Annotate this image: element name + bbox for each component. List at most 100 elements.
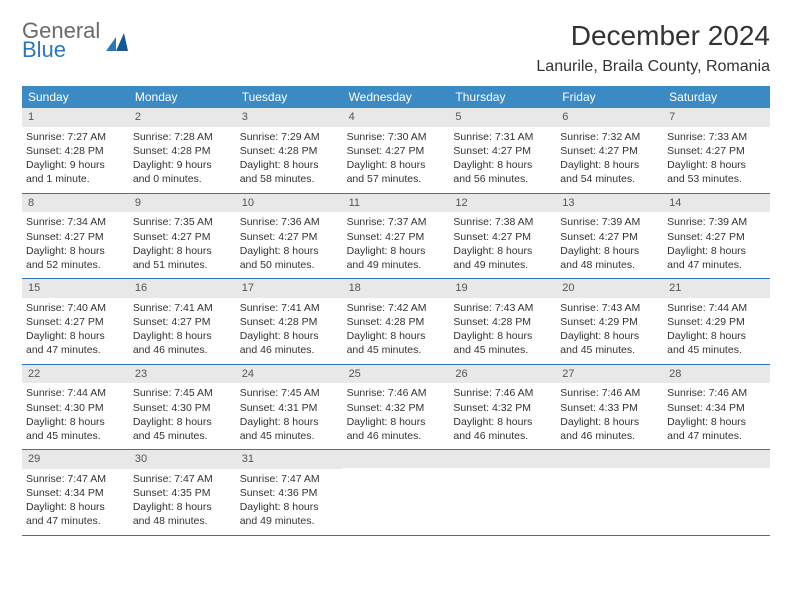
day-number: 4 xyxy=(349,111,355,123)
day-cell: 20Sunrise: 7:43 AMSunset: 4:29 PMDayligh… xyxy=(556,279,663,364)
day-daylight: Daylight: 8 hours and 45 minutes. xyxy=(560,329,659,357)
day-sunrise: Sunrise: 7:28 AM xyxy=(133,130,232,144)
day-number: 9 xyxy=(135,197,141,209)
logo-text: General Blue xyxy=(22,20,100,61)
day-number: 8 xyxy=(28,197,34,209)
day-number: 5 xyxy=(455,111,461,123)
day-number: 29 xyxy=(28,453,40,465)
day-cell: 6Sunrise: 7:32 AMSunset: 4:27 PMDaylight… xyxy=(556,108,663,193)
daynum-row: 28 xyxy=(663,365,770,384)
day-cell: 18Sunrise: 7:42 AMSunset: 4:28 PMDayligh… xyxy=(343,279,450,364)
day-sunset: Sunset: 4:29 PM xyxy=(560,315,659,329)
day-daylight: Daylight: 8 hours and 54 minutes. xyxy=(560,158,659,186)
day-number: 6 xyxy=(562,111,568,123)
day-daylight: Daylight: 8 hours and 46 minutes. xyxy=(453,415,552,443)
day-sunrise: Sunrise: 7:38 AM xyxy=(453,215,552,229)
day-daylight: Daylight: 8 hours and 45 minutes. xyxy=(133,415,232,443)
day-cell: 10Sunrise: 7:36 AMSunset: 4:27 PMDayligh… xyxy=(236,194,343,279)
day-sunset: Sunset: 4:28 PM xyxy=(347,315,446,329)
day-number: 28 xyxy=(669,368,681,380)
day-daylight: Daylight: 8 hours and 45 minutes. xyxy=(453,329,552,357)
daynum-row: 16 xyxy=(129,279,236,298)
dow-saturday: Saturday xyxy=(663,86,770,108)
day-sunrise: Sunrise: 7:32 AM xyxy=(560,130,659,144)
daynum-row xyxy=(343,450,450,468)
day-daylight: Daylight: 8 hours and 57 minutes. xyxy=(347,158,446,186)
daynum-row: 22 xyxy=(22,365,129,384)
day-number: 2 xyxy=(135,111,141,123)
day-cell: 1Sunrise: 7:27 AMSunset: 4:28 PMDaylight… xyxy=(22,108,129,193)
day-daylight: Daylight: 8 hours and 51 minutes. xyxy=(133,244,232,272)
day-number: 14 xyxy=(669,197,681,209)
daynum-row: 3 xyxy=(236,108,343,127)
day-number: 19 xyxy=(455,282,467,294)
day-sunrise: Sunrise: 7:33 AM xyxy=(667,130,766,144)
day-cell: 19Sunrise: 7:43 AMSunset: 4:28 PMDayligh… xyxy=(449,279,556,364)
day-cell: 12Sunrise: 7:38 AMSunset: 4:27 PMDayligh… xyxy=(449,194,556,279)
day-cell: 26 Sunrise: 7:46 AMSunset: 4:32 PMDayligh… xyxy=(449,365,556,450)
day-cell: 2Sunrise: 7:28 AMSunset: 4:28 PMDaylight… xyxy=(129,108,236,193)
day-cell: 25Sunrise: 7:46 AMSunset: 4:32 PMDayligh… xyxy=(343,365,450,450)
dow-wednesday: Wednesday xyxy=(343,86,450,108)
daynum-row: 8 xyxy=(22,194,129,213)
daynum-row: 5 xyxy=(449,108,556,127)
day-daylight: Daylight: 8 hours and 52 minutes. xyxy=(26,244,125,272)
day-cell: 11Sunrise: 7:37 AMSunset: 4:27 PMDayligh… xyxy=(343,194,450,279)
day-sunset: Sunset: 4:36 PM xyxy=(240,486,339,500)
day-sunset: Sunset: 4:27 PM xyxy=(667,230,766,244)
daynum-row: 18 xyxy=(343,279,450,298)
day-sunset: Sunset: 4:34 PM xyxy=(26,486,125,500)
day-number: 23 xyxy=(135,368,147,380)
day-sunset: Sunset: 4:27 PM xyxy=(133,230,232,244)
daynum-row: 27 xyxy=(556,365,663,384)
day-sunset: Sunset: 4:28 PM xyxy=(240,315,339,329)
logo: General Blue xyxy=(22,20,132,61)
day-sunrise: Sunrise: 7:47 AM xyxy=(240,472,339,486)
day-daylight: Daylight: 8 hours and 45 minutes. xyxy=(240,415,339,443)
header: General Blue December 2024 Lanurile, Bra… xyxy=(22,20,770,76)
day-cell: 24Sunrise: 7:45 AMSunset: 4:31 PMDayligh… xyxy=(236,365,343,450)
day-sunrise: Sunrise: 7:39 AM xyxy=(560,215,659,229)
day-number: 17 xyxy=(242,282,254,294)
day-empty xyxy=(556,450,663,535)
week-row: 22Sunrise: 7:44 AMSunset: 4:30 PMDayligh… xyxy=(22,365,770,451)
day-sunrise: Sunrise: 7:39 AM xyxy=(667,215,766,229)
day-sunrise: Sunrise: 7:30 AM xyxy=(347,130,446,144)
day-sunset: Sunset: 4:32 PM xyxy=(453,401,552,415)
day-sunrise: Sunrise: 7:34 AM xyxy=(26,215,125,229)
week-row: 8Sunrise: 7:34 AMSunset: 4:27 PMDaylight… xyxy=(22,194,770,280)
day-empty xyxy=(663,450,770,535)
day-number: 1 xyxy=(28,111,34,123)
day-sunset: Sunset: 4:32 PM xyxy=(347,401,446,415)
day-number: 26 xyxy=(455,368,467,380)
daynum-row: 17 xyxy=(236,279,343,298)
day-sunset: Sunset: 4:34 PM xyxy=(667,401,766,415)
day-sunset: Sunset: 4:27 PM xyxy=(667,144,766,158)
day-number: 20 xyxy=(562,282,574,294)
location: Lanurile, Braila County, Romania xyxy=(536,58,770,76)
dow-header: Sunday Monday Tuesday Wednesday Thursday… xyxy=(22,86,770,108)
calendar: Sunday Monday Tuesday Wednesday Thursday… xyxy=(22,86,770,536)
title-block: December 2024 Lanurile, Braila County, R… xyxy=(536,20,770,76)
week-row: 29Sunrise: 7:47 AMSunset: 4:34 PMDayligh… xyxy=(22,450,770,536)
day-sunrise: Sunrise: 7:44 AM xyxy=(26,386,125,400)
day-number: 30 xyxy=(135,453,147,465)
day-sunset: Sunset: 4:28 PM xyxy=(453,315,552,329)
day-number: 24 xyxy=(242,368,254,380)
day-daylight: Daylight: 8 hours and 49 minutes. xyxy=(453,244,552,272)
day-sunrise: Sunrise: 7:46 AM xyxy=(453,386,552,400)
day-cell: 14Sunrise: 7:39 AMSunset: 4:27 PMDayligh… xyxy=(663,194,770,279)
day-cell: 7Sunrise: 7:33 AMSunset: 4:27 PMDaylight… xyxy=(663,108,770,193)
day-sunset: Sunset: 4:27 PM xyxy=(347,144,446,158)
daynum-row: 29 xyxy=(22,450,129,469)
day-sunrise: Sunrise: 7:41 AM xyxy=(240,301,339,315)
day-empty xyxy=(343,450,450,535)
day-sunset: Sunset: 4:27 PM xyxy=(240,230,339,244)
day-sunrise: Sunrise: 7:40 AM xyxy=(26,301,125,315)
day-daylight: Daylight: 8 hours and 46 minutes. xyxy=(560,415,659,443)
daynum-row: 24 xyxy=(236,365,343,384)
day-sunset: Sunset: 4:31 PM xyxy=(240,401,339,415)
day-empty xyxy=(449,450,556,535)
dow-tuesday: Tuesday xyxy=(236,86,343,108)
day-sunrise: Sunrise: 7:31 AM xyxy=(453,130,552,144)
